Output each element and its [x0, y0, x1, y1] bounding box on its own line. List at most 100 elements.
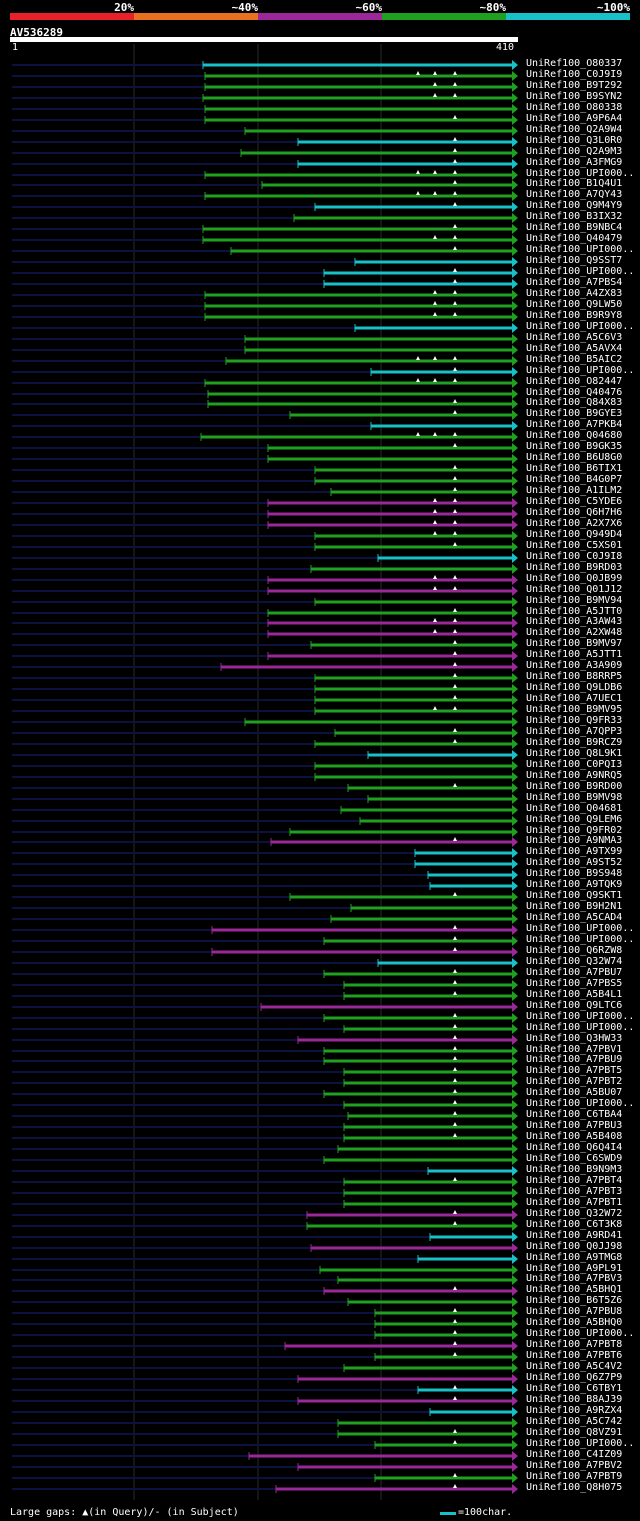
- hit-name-link[interactable]: UniRef100_Q04681: [526, 803, 623, 814]
- hit-name-link[interactable]: UniRef100_A5CAD4: [526, 912, 623, 923]
- hit-row[interactable]: [12, 1418, 518, 1428]
- hit-row[interactable]: [12, 1177, 518, 1187]
- hit-name-link[interactable]: UniRef100_Q6Q4I4: [526, 1142, 623, 1153]
- hit-name-link[interactable]: UniRef100_B8AJ39: [526, 1394, 623, 1405]
- hit-name-link[interactable]: UniRef100_A2XW48: [526, 627, 623, 638]
- hit-name-link[interactable]: UniRef100_B9MV98: [526, 792, 623, 803]
- hit-row[interactable]: [12, 1232, 518, 1242]
- hit-name-link[interactable]: UniRef100_UPI000..: [526, 168, 635, 179]
- hit-row[interactable]: [12, 1385, 518, 1395]
- hit-row[interactable]: [12, 1396, 518, 1406]
- hit-name-link[interactable]: UniRef100_C6SWD9: [526, 1153, 623, 1164]
- hit-row[interactable]: [12, 1166, 518, 1176]
- hit-row[interactable]: [12, 1374, 518, 1384]
- hit-name-link[interactable]: UniRef100_B9MV95: [526, 704, 623, 715]
- hit-row[interactable]: [12, 1265, 518, 1275]
- hit-row[interactable]: [12, 334, 518, 344]
- hit-name-link[interactable]: UniRef100_A7PBT1: [526, 1197, 623, 1208]
- hit-row[interactable]: [12, 1462, 518, 1472]
- hit-name-link[interactable]: UniRef100_Q32W72: [526, 1208, 623, 1219]
- hit-name-link[interactable]: UniRef100_B9R9Y8: [526, 310, 623, 321]
- hit-name-link[interactable]: UniRef100_Q8L9K1: [526, 748, 623, 759]
- hit-name-link[interactable]: UniRef100_Q9FR02: [526, 825, 623, 836]
- hit-name-link[interactable]: UniRef100_A5JTT0: [526, 606, 623, 617]
- hit-name-link[interactable]: UniRef100_A7PBT5: [526, 1065, 623, 1076]
- hit-name-link[interactable]: UniRef100_A7PBV1: [526, 1044, 623, 1055]
- hit-name-link[interactable]: UniRef100_B9MV97: [526, 638, 623, 649]
- hit-name-link[interactable]: UniRef100_Q9LDB6: [526, 682, 623, 693]
- hit-row[interactable]: [12, 1221, 518, 1231]
- hit-row[interactable]: [12, 805, 518, 815]
- hit-name-link[interactable]: UniRef100_A5AVX4: [526, 343, 623, 354]
- hit-name-link[interactable]: UniRef100_B9RD03: [526, 562, 623, 573]
- hit-name-link[interactable]: UniRef100_Q9LW50: [526, 299, 623, 310]
- hit-row[interactable]: [12, 1352, 518, 1362]
- hit-name-link[interactable]: UniRef100_A3A909: [526, 660, 623, 671]
- hit-name-link[interactable]: UniRef100_UPI000..: [526, 1328, 635, 1339]
- hit-name-link[interactable]: UniRef100_Q32W74: [526, 956, 623, 967]
- hit-name-link[interactable]: UniRef100_A7PBS4: [526, 277, 623, 288]
- hit-row[interactable]: [12, 903, 518, 913]
- hit-row[interactable]: [12, 1199, 518, 1209]
- hit-name-link[interactable]: UniRef100_A7PBT2: [526, 1076, 623, 1087]
- hit-row[interactable]: [12, 356, 518, 366]
- hit-row[interactable]: [12, 71, 518, 81]
- hit-name-link[interactable]: UniRef100_A9RZX4: [526, 1405, 623, 1416]
- hit-name-link[interactable]: UniRef100_UPI000..: [526, 1011, 635, 1022]
- hit-row[interactable]: [12, 1363, 518, 1373]
- hit-name-link[interactable]: UniRef100_Q84X83: [526, 397, 623, 408]
- hit-row[interactable]: [12, 257, 518, 267]
- hit-row[interactable]: [12, 848, 518, 858]
- hit-row[interactable]: [12, 651, 518, 661]
- hit-row[interactable]: [12, 399, 518, 409]
- hit-name-link[interactable]: UniRef100_A7QY43: [526, 189, 623, 200]
- hit-name-link[interactable]: UniRef100_UPI000..: [526, 244, 635, 255]
- hit-row[interactable]: [12, 1341, 518, 1351]
- hit-name-link[interactable]: UniRef100_A9NMA3: [526, 835, 623, 846]
- hit-row[interactable]: [12, 1473, 518, 1483]
- hit-row[interactable]: [12, 969, 518, 979]
- hit-name-link[interactable]: UniRef100_Q40476: [526, 387, 623, 398]
- hit-row[interactable]: [12, 202, 518, 212]
- hit-name-link[interactable]: UniRef100_A3AW43: [526, 616, 623, 627]
- hit-name-link[interactable]: UniRef100_Q04680: [526, 430, 623, 441]
- hit-row[interactable]: [12, 673, 518, 683]
- hit-name-link[interactable]: UniRef100_UPI000..: [526, 321, 635, 332]
- hit-row[interactable]: [12, 947, 518, 957]
- hit-row[interactable]: [12, 93, 518, 103]
- hit-name-link[interactable]: UniRef100_C0J9I8: [526, 551, 623, 562]
- hit-row[interactable]: [12, 1440, 518, 1450]
- hit-row[interactable]: [12, 750, 518, 760]
- hit-name-link[interactable]: UniRef100_A7PKB4: [526, 419, 623, 430]
- hit-name-link[interactable]: UniRef100_B8RRP5: [526, 671, 623, 682]
- hit-row[interactable]: [12, 640, 518, 650]
- hit-row[interactable]: [12, 1122, 518, 1132]
- hit-name-link[interactable]: UniRef100_A9RD41: [526, 1230, 623, 1241]
- hit-row[interactable]: [12, 345, 518, 355]
- hit-row[interactable]: [12, 378, 518, 388]
- hit-row[interactable]: [12, 608, 518, 618]
- hit-row[interactable]: [12, 389, 518, 399]
- hit-row[interactable]: [12, 191, 518, 201]
- hit-name-link[interactable]: UniRef100_A7PBU3: [526, 1120, 623, 1131]
- hit-row[interactable]: [12, 761, 518, 771]
- hit-row[interactable]: [12, 772, 518, 782]
- hit-name-link[interactable]: UniRef100_A7PBT4: [526, 1175, 623, 1186]
- hit-row[interactable]: [12, 1056, 518, 1066]
- hit-row[interactable]: [12, 618, 518, 628]
- hit-name-link[interactable]: UniRef100_A7PBU8: [526, 1306, 623, 1317]
- hit-name-link[interactable]: UniRef100_Q2A9W4: [526, 124, 623, 135]
- hit-row[interactable]: [12, 575, 518, 585]
- hit-row[interactable]: [12, 520, 518, 530]
- hit-name-link[interactable]: UniRef100_A7PBV2: [526, 1460, 623, 1471]
- hit-name-link[interactable]: UniRef100_O80337: [526, 58, 623, 69]
- hit-name-link[interactable]: UniRef100_A7PBS5: [526, 978, 623, 989]
- hit-name-link[interactable]: UniRef100_Q9SKT1: [526, 890, 623, 901]
- hit-row[interactable]: [12, 268, 518, 278]
- hit-name-link[interactable]: UniRef100_A4ZX83: [526, 288, 623, 299]
- hit-row[interactable]: [12, 1210, 518, 1220]
- hit-name-link[interactable]: UniRef100_B9SYN2: [526, 91, 623, 102]
- hit-row[interactable]: [12, 1013, 518, 1023]
- hit-name-link[interactable]: UniRef100_UPI000..: [526, 365, 635, 376]
- hit-row[interactable]: [12, 1078, 518, 1088]
